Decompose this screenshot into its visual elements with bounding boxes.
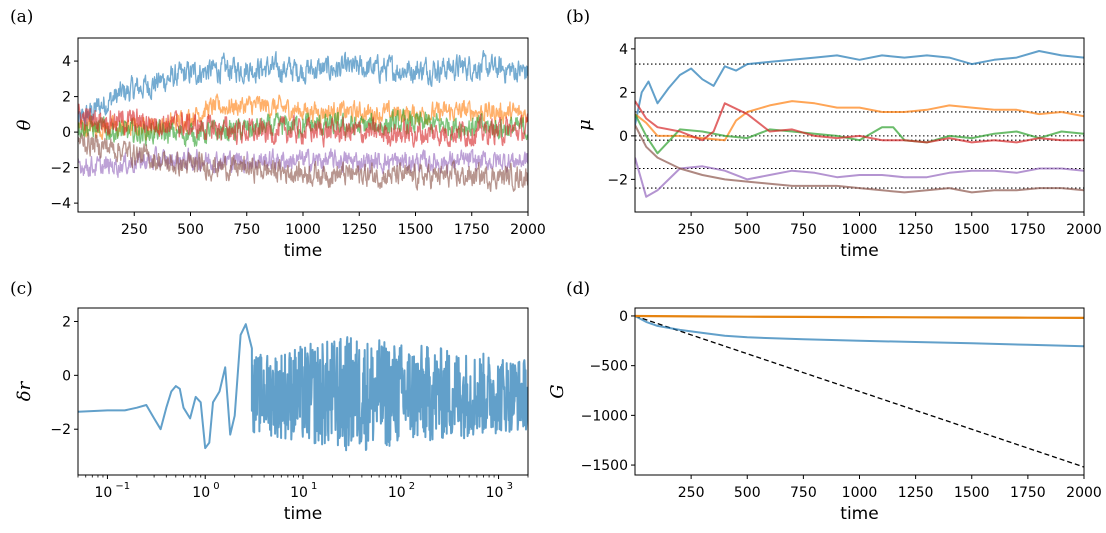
y-tick-label: 4 — [62, 54, 71, 70]
x-tick-label: 1000 — [842, 222, 878, 238]
x-tick-label: 1250 — [341, 222, 377, 238]
y-tick-label: 0 — [62, 368, 71, 384]
x-tick-label: 250 — [678, 222, 705, 238]
x-tick-label-exponent: 2 — [409, 481, 415, 492]
x-tick-label: 10 — [290, 485, 308, 501]
x-tick-label: 750 — [233, 222, 260, 238]
x-tick-label: 10 — [95, 485, 113, 501]
x-tick-label-exponent: −1 — [115, 481, 130, 492]
panel-d: 250 500 750 1000 1250 1500 1750 2000 0 −500 −1000 −… — [547, 279, 1102, 524]
y-tick-label: −1500 — [581, 458, 628, 474]
y-axis-label: θ — [14, 119, 35, 130]
x-tick-label: 250 — [678, 485, 705, 501]
y-tick-label: 0 — [619, 309, 628, 325]
series-line-2 — [78, 93, 528, 141]
plot-area — [635, 50, 1084, 198]
series-line-3 — [78, 108, 528, 147]
y-tick-label: 2 — [62, 90, 71, 106]
y-tick-label: −4 — [50, 196, 71, 212]
y-tick-label: −2 — [607, 172, 628, 188]
panel-letter: (b) — [566, 7, 590, 27]
x-tick-label: 2000 — [510, 222, 546, 238]
x-tick-label: 1250 — [898, 485, 934, 501]
x-tick-label: 1750 — [1010, 222, 1046, 238]
series-line-1 — [78, 323, 528, 452]
x-tick-label: 1750 — [1010, 485, 1046, 501]
x-tick-label-exponent: 3 — [507, 481, 513, 492]
x-tick-label: 500 — [734, 485, 761, 501]
panel-letter: (d) — [566, 279, 590, 299]
y-tick-label: −2 — [50, 161, 71, 177]
x-tick-label: 750 — [790, 485, 817, 501]
series-line-5 — [635, 157, 1084, 198]
series-line-4 — [635, 100, 1084, 144]
x-tick-label: 2000 — [1066, 485, 1102, 501]
x-tick-label: 250 — [121, 222, 148, 238]
x-tick-label: 1000 — [285, 222, 321, 238]
panel-letter: (c) — [10, 279, 33, 299]
x-tick-label-exponent: 0 — [213, 481, 219, 492]
plot-area — [78, 323, 528, 452]
y-tick-label: −2 — [50, 422, 71, 438]
panel-letter: (a) — [10, 7, 33, 27]
x-tick-label: 1500 — [954, 485, 990, 501]
y-axis-label: δr — [14, 380, 35, 401]
series-line-1 — [635, 50, 1084, 126]
x-axis-label: time — [840, 241, 878, 261]
series-line-6 — [78, 132, 528, 192]
x-tick-label: 2000 — [1066, 222, 1102, 238]
series-line-6 — [635, 124, 1084, 194]
series-line-3 — [635, 314, 1084, 319]
series-line-1 — [78, 49, 528, 127]
y-tick-label: 0 — [619, 129, 628, 145]
x-tick-label: 1500 — [954, 222, 990, 238]
x-tick-label: 1000 — [842, 485, 878, 501]
series-line-1 — [635, 315, 1084, 468]
plot-area — [635, 314, 1084, 468]
x-tick-label: 1750 — [454, 222, 490, 238]
y-tick-label: 2 — [62, 314, 71, 330]
x-tick-label: 500 — [177, 222, 204, 238]
series-line-2 — [635, 315, 1084, 348]
series-line-4 — [78, 103, 528, 148]
x-tick-label: 10 — [486, 485, 504, 501]
x-tick-label: 10 — [192, 485, 210, 501]
series-line-3 — [635, 113, 1084, 155]
x-tick-label: 1500 — [398, 222, 434, 238]
panel-b: 250 500 750 1000 1250 1500 1750 2000 −2 0 2 4 time μ (… — [566, 7, 1102, 261]
y-axis-label: G — [547, 384, 568, 398]
x-axis-label: time — [840, 504, 878, 524]
x-tick-label: 10 — [388, 485, 406, 501]
series-line-2 — [635, 100, 1084, 142]
y-tick-label: −1000 — [581, 408, 628, 424]
x-tick-label: 500 — [734, 222, 761, 238]
x-tick-label: 750 — [790, 222, 817, 238]
x-axis-label: time — [284, 241, 322, 261]
y-tick-label: 4 — [619, 42, 628, 58]
panel-a: 250 500 750 1000 1250 1500 1750 2000 −4 −2 0 2 4 time… — [10, 7, 546, 261]
x-axis-label: time — [284, 504, 322, 524]
y-axis-label: μ — [574, 119, 595, 131]
plot-area — [78, 49, 528, 192]
y-tick-label: 2 — [619, 85, 628, 101]
x-tick-label-exponent: 1 — [311, 481, 317, 492]
x-tick-label: 1250 — [898, 222, 934, 238]
y-tick-label: −500 — [590, 359, 628, 375]
y-tick-label: 0 — [62, 125, 71, 141]
